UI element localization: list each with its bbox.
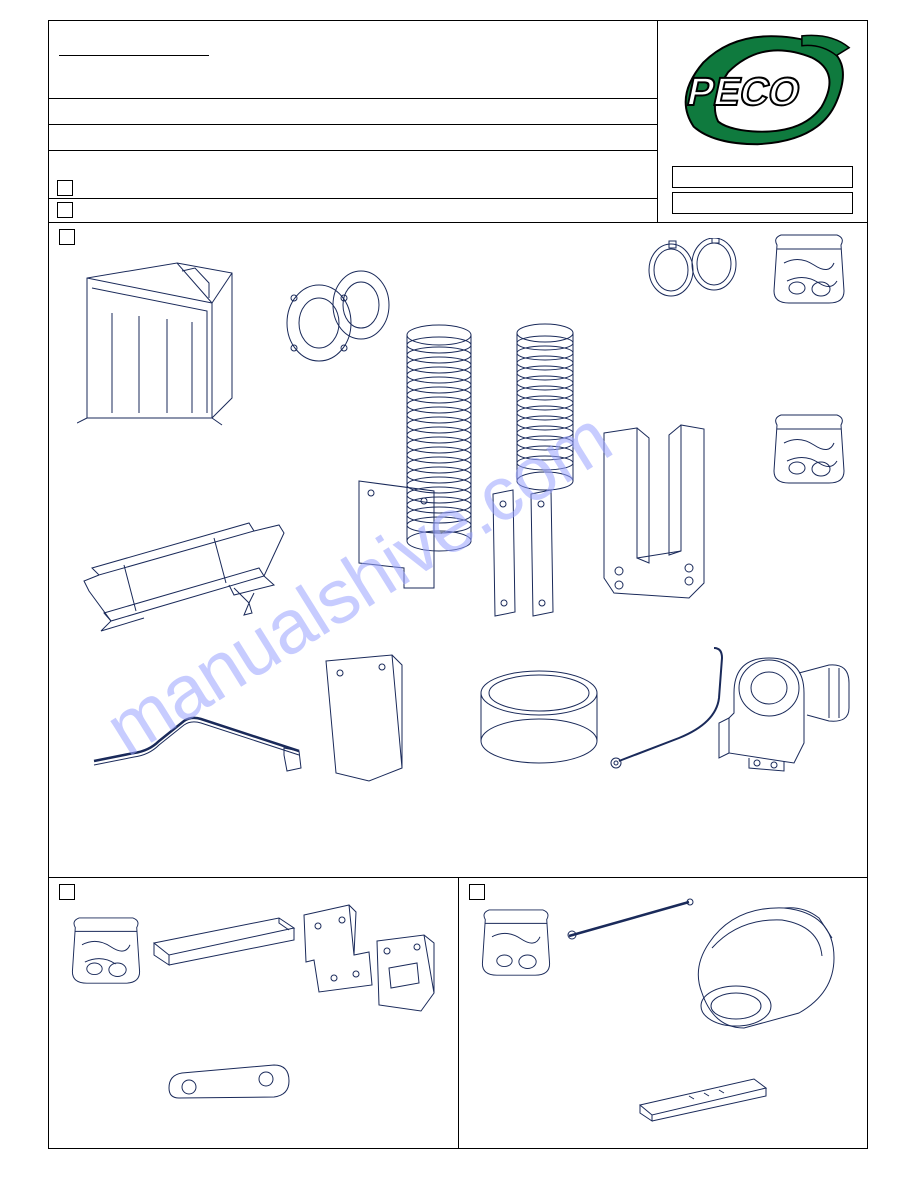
header-left-column (49, 21, 657, 222)
tube-ring (469, 663, 609, 773)
flat-tab (164, 1063, 294, 1118)
bottom-section (49, 878, 867, 1148)
checkbox-2[interactable] (57, 202, 73, 218)
handle-rod (89, 713, 314, 798)
bracket-b (369, 933, 444, 1015)
angled-plate (314, 653, 409, 788)
square-tube (149, 913, 299, 968)
frame-rail (74, 513, 309, 683)
peco-logo: PECO (664, 27, 861, 157)
checkbox-bottom-left[interactable] (59, 884, 75, 900)
flex-hose-2 (509, 323, 581, 493)
hardware-bag-4 (477, 908, 555, 980)
blower-assembly (709, 623, 859, 773)
hardware-bag-1 (769, 233, 849, 308)
page-frame: PECO (48, 20, 868, 1149)
logo-text: PECO (683, 70, 804, 114)
long-rod (564, 896, 699, 946)
hose-clamps (639, 238, 749, 298)
ring-flange-pair (279, 263, 399, 373)
logo-field-2 (672, 192, 853, 214)
checkbox-1[interactable] (57, 180, 73, 196)
title-underline (59, 55, 209, 56)
header-row-4 (49, 151, 657, 177)
logo-cell: PECO (657, 21, 867, 222)
mount-bracket (589, 423, 709, 603)
header-row-1 (49, 73, 657, 99)
bottom-left-panel (49, 878, 459, 1148)
header-row-3 (49, 125, 657, 151)
hardware-bag-2 (769, 413, 849, 488)
bottom-right-panel (459, 878, 868, 1148)
header-title-row (49, 21, 657, 73)
checkbox-bottom-right[interactable] (469, 884, 485, 900)
logo-field-1 (672, 166, 853, 188)
deflector-strip (634, 1073, 774, 1123)
checkbox-main[interactable] (59, 229, 75, 245)
main-parts-diagram (49, 223, 867, 878)
boot-chute (684, 898, 844, 1038)
flat-plate (349, 473, 444, 593)
hardware-bag-3 (67, 916, 145, 988)
collection-box (77, 243, 257, 433)
header-row-2 (49, 99, 657, 125)
strap-1 (489, 488, 519, 618)
checkbox-row-1 (49, 177, 657, 199)
header: PECO (49, 21, 867, 223)
strap-2 (527, 488, 557, 618)
checkbox-row-2 (49, 199, 657, 221)
